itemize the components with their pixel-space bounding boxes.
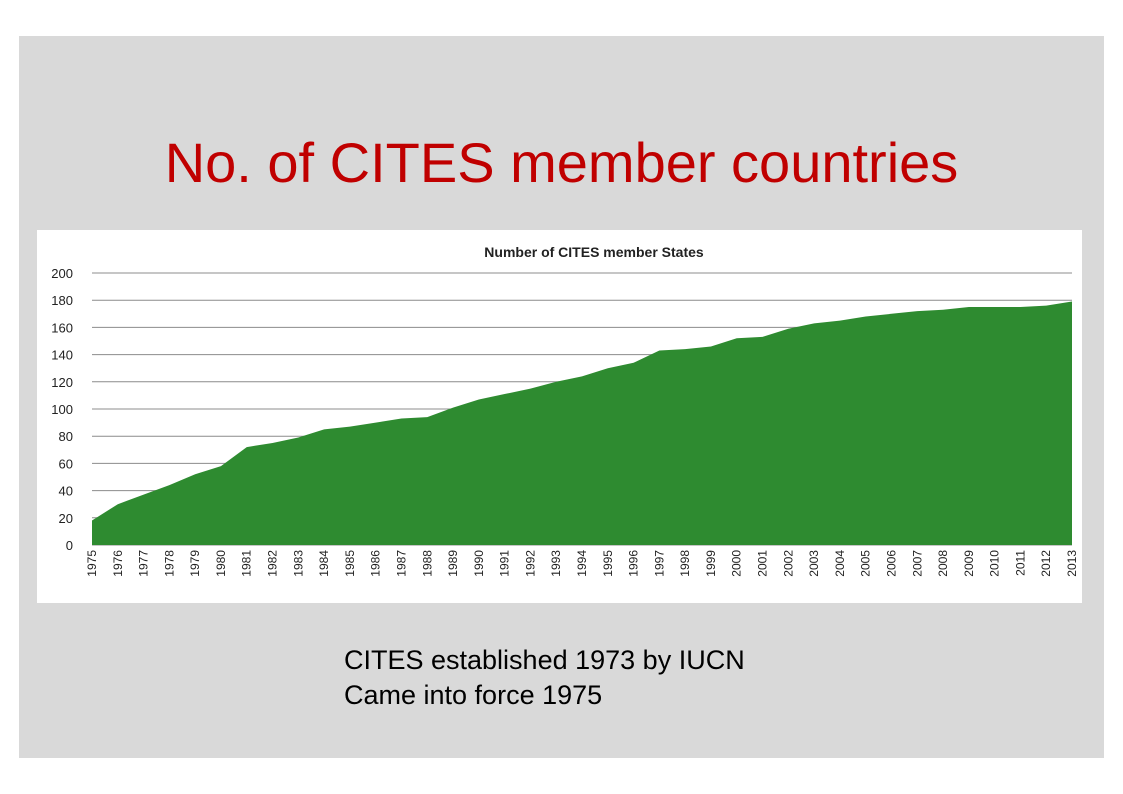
x-tick-label: 1995: [601, 550, 615, 577]
x-tick-label: 1975: [85, 550, 99, 577]
y-tick-label: 160: [51, 320, 73, 335]
slide-title: No. of CITES member countries: [164, 131, 959, 194]
x-tick-label: 1980: [214, 550, 228, 577]
area-series: [92, 301, 1072, 545]
x-tick-label: 2012: [1039, 550, 1053, 577]
x-tick-label: 1977: [137, 550, 151, 577]
y-tick-label: 20: [59, 511, 73, 526]
x-tick-label: 1984: [317, 550, 331, 577]
x-tick-label: 1997: [652, 550, 666, 577]
x-tick-label: 1989: [446, 550, 460, 577]
y-axis-ticks: 0 20 40 60 80 100 120 140 160 180 200: [51, 266, 73, 553]
x-tick-label: 1992: [523, 550, 537, 577]
chart-panel: Number of CITES member States 0 20 40 60 80 1…: [37, 230, 1082, 603]
x-tick-label: 2001: [756, 550, 770, 577]
x-tick-label: 2011: [1013, 550, 1027, 576]
y-tick-label: 200: [51, 266, 73, 281]
x-tick-label: 1993: [549, 550, 563, 577]
series-area: [92, 301, 1072, 545]
x-tick-label: 2009: [962, 550, 976, 577]
y-tick-label: 0: [66, 538, 73, 553]
x-tick-label: 1990: [472, 550, 486, 577]
x-tick-label: 1979: [188, 550, 202, 577]
x-tick-label: 1985: [343, 550, 357, 577]
y-tick-label: 80: [59, 429, 73, 444]
x-tick-label: 1988: [420, 550, 434, 577]
y-tick-label: 180: [51, 293, 73, 308]
x-tick-label: 2005: [859, 550, 873, 577]
x-tick-label: 2003: [807, 550, 821, 577]
x-tick-label: 2000: [730, 550, 744, 577]
x-tick-label: 1991: [498, 550, 512, 577]
caption-in-force: Came into force 1975: [344, 680, 603, 710]
chart-title: Number of CITES member States: [484, 244, 704, 260]
x-tick-label: 1976: [111, 550, 125, 577]
caption-established: CITES established 1973 by IUCN: [344, 645, 745, 675]
x-tick-label: 1982: [266, 550, 280, 577]
x-tick-label: 1978: [162, 550, 176, 577]
x-tick-label: 2004: [833, 550, 847, 577]
x-tick-label: 1987: [394, 550, 408, 577]
x-tick-label: 2007: [910, 550, 924, 577]
x-tick-label: 2013: [1065, 550, 1079, 577]
x-tick-label: 1996: [627, 550, 641, 577]
y-tick-label: 40: [59, 484, 73, 499]
y-tick-label: 100: [51, 402, 73, 417]
y-tick-label: 60: [59, 456, 73, 471]
x-tick-label: 2002: [781, 550, 795, 577]
x-tick-label: 2008: [936, 550, 950, 577]
y-tick-label: 120: [51, 375, 73, 390]
x-tick-label: 1999: [704, 550, 718, 577]
x-tick-label: 2010: [988, 550, 1002, 577]
x-tick-label: 1981: [240, 550, 254, 577]
x-tick-label: 1986: [369, 550, 383, 577]
x-tick-label: 1998: [678, 550, 692, 577]
area-chart: Number of CITES member States 0 20 40 60 80 1…: [51, 244, 1079, 577]
x-tick-label: 1994: [575, 550, 589, 577]
x-tick-label: 2006: [884, 550, 898, 577]
x-tick-label: 1983: [291, 550, 305, 577]
x-axis-ticks: 1975 1976 1977 1978 1979 1980 1981 1982 1983 1984…: [85, 550, 1079, 577]
y-tick-label: 140: [51, 348, 73, 363]
